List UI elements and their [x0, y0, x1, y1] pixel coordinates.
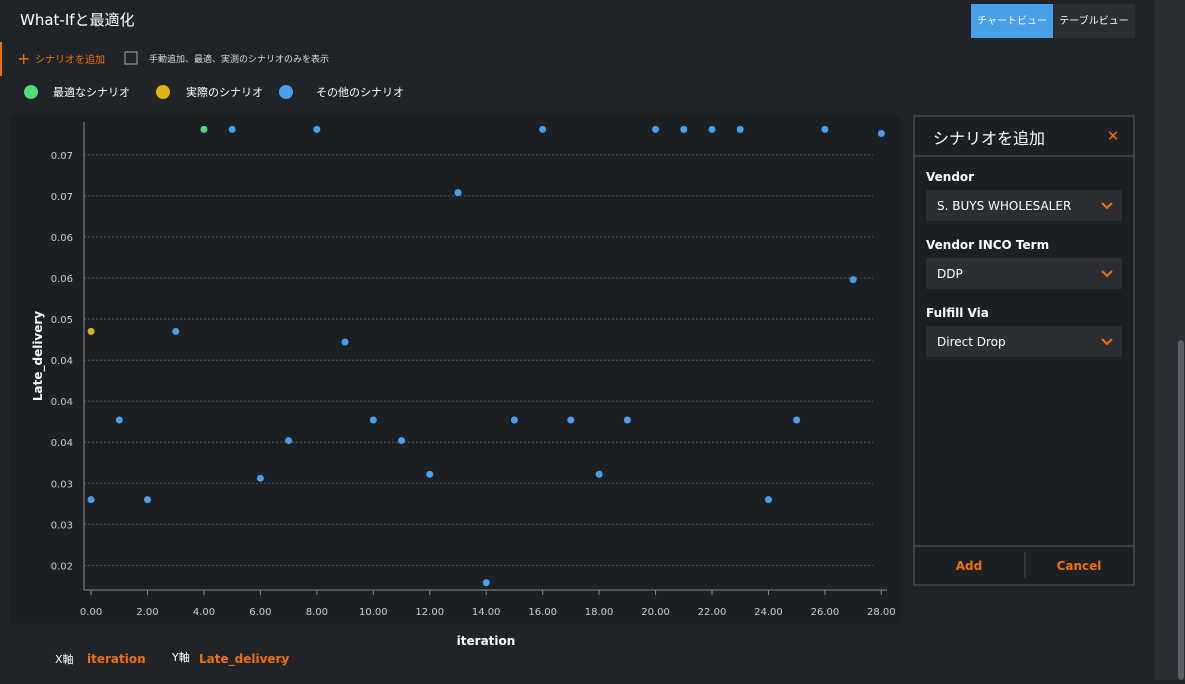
view-button[interactable]: [1053, 4, 1135, 38]
select-value: S. BUYS WHOLESALER: [937, 199, 1071, 213]
y-tick-label: 0.03: [51, 479, 73, 490]
add-scenario[interactable]: シナリオを追加: [35, 53, 105, 66]
x-tick-label: 20.00: [641, 607, 670, 618]
x-tick-label: 4.00: [193, 607, 215, 618]
y-tick-label: 0.03: [51, 520, 73, 531]
point[interactable]: [539, 125, 547, 133]
close-button[interactable]: ✕: [1107, 127, 1120, 145]
select-chevron: [1101, 338, 1113, 346]
panel-title: シナリオを追加: [933, 129, 1045, 148]
point[interactable]: [341, 338, 349, 346]
chevron[interactable]: ⌄: [278, 653, 287, 666]
y-tick-label: 0.06: [51, 274, 73, 285]
legend-swatch: [24, 85, 38, 99]
view-label: テーブルビュー: [1059, 14, 1128, 27]
point[interactable]: [793, 416, 801, 424]
point[interactable]: [510, 416, 518, 424]
y-tick-label: 0.06: [51, 233, 73, 244]
point[interactable]: [369, 416, 377, 424]
checkbox[interactable]: [124, 51, 138, 65]
point[interactable]: [398, 437, 406, 445]
y-tick-label: 0.04: [51, 438, 73, 449]
x-tick-label: 14.00: [472, 607, 501, 618]
x-tick-label: 18.00: [585, 607, 614, 618]
plus-icon[interactable]: +: [17, 49, 30, 68]
select-chevron: [1101, 270, 1113, 278]
x-tick-label: 28.00: [867, 607, 896, 618]
y-tick-label: 0.07: [51, 192, 73, 203]
y-tick-label: 0.05: [51, 315, 73, 326]
y-tick-label: 0.02: [51, 561, 73, 572]
select-value: DDP: [937, 267, 963, 281]
point[interactable]: [426, 470, 434, 478]
x-tick-label: 6.00: [249, 607, 271, 618]
y-axis-title: Late_delivery: [31, 311, 46, 401]
y-tick-label: 0.07: [51, 151, 73, 162]
point[interactable]: [87, 327, 95, 335]
x-axis-selector-label: X軸: [55, 652, 74, 666]
x-tick-label: 22.00: [698, 607, 727, 618]
point[interactable]: [567, 416, 575, 424]
point[interactable]: [285, 437, 293, 445]
point[interactable]: [764, 496, 772, 504]
page-title: What-Ifと最適化: [20, 11, 135, 29]
x-axis-selector[interactable]: iteration: [87, 652, 146, 666]
point[interactable]: [652, 125, 660, 133]
filter-label: 手動追加、最適、実測のシナリオのみを表示: [149, 53, 329, 65]
chevron[interactable]: ⌄: [138, 653, 147, 666]
x-tick-label: 16.00: [528, 607, 557, 618]
point[interactable]: [87, 496, 95, 504]
legend-swatch: [156, 85, 170, 99]
x-tick-label: 10.00: [359, 607, 388, 618]
point[interactable]: [736, 125, 744, 133]
point[interactable]: [144, 496, 152, 504]
point[interactable]: [849, 276, 857, 284]
field-label: Vendor INCO Term: [926, 238, 1049, 252]
field-label: Fulfill Via: [926, 306, 989, 320]
x-tick-label: 24.00: [754, 607, 783, 618]
x-tick-label: 12.00: [415, 607, 444, 618]
scrollbar-thumb[interactable]: [1178, 340, 1184, 680]
point[interactable]: [115, 416, 123, 424]
point[interactable]: [228, 125, 236, 133]
point[interactable]: [454, 189, 462, 197]
point[interactable]: [595, 470, 603, 478]
y-axis-selector-label: Y軸: [171, 650, 190, 664]
point[interactable]: [623, 416, 631, 424]
x-tick-label: 26.00: [811, 607, 840, 618]
point[interactable]: [256, 474, 264, 482]
point[interactable]: [708, 125, 716, 133]
point[interactable]: [313, 125, 321, 133]
legend-swatch: [279, 85, 293, 99]
select-box[interactable]: [926, 326, 1122, 357]
point[interactable]: [482, 579, 490, 587]
legend-label: その他のシナリオ: [316, 86, 404, 99]
point[interactable]: [877, 129, 885, 137]
select-chevron: [1101, 202, 1113, 210]
legend-label: 実際のシナリオ: [186, 85, 263, 99]
select-value: Direct Drop: [937, 335, 1006, 349]
field-label: Vendor: [926, 170, 974, 184]
y-tick-label: 0.04: [51, 356, 73, 367]
cancel-button[interactable]: Cancel: [1057, 559, 1102, 573]
x-tick-label: 8.00: [306, 607, 328, 618]
x-tick-label: 0.00: [80, 607, 102, 618]
point[interactable]: [680, 125, 688, 133]
x-axis-title: iteration: [457, 634, 516, 648]
add-button[interactable]: Add: [956, 559, 982, 573]
select-box[interactable]: [926, 258, 1122, 289]
legend-label: 最適なシナリオ: [53, 85, 130, 99]
select-box[interactable]: [926, 190, 1122, 221]
point[interactable]: [200, 125, 208, 133]
view-label: チャートビュー: [977, 15, 1047, 27]
point[interactable]: [821, 125, 829, 133]
chart-area: [10, 115, 900, 623]
x-tick-label: 2.00: [136, 607, 158, 618]
y-tick-label: 0.04: [51, 397, 73, 408]
y-axis-selector[interactable]: Late_delivery: [199, 652, 289, 667]
point[interactable]: [172, 327, 180, 335]
view-button-active[interactable]: [971, 4, 1053, 38]
